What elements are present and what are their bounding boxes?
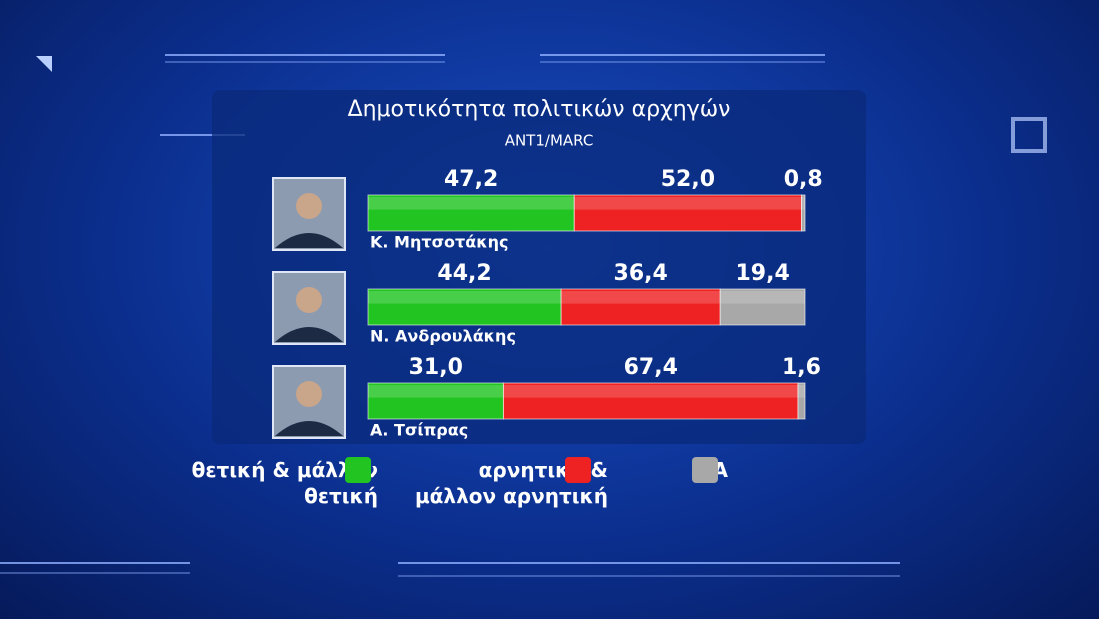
value-label: 19,4 [735,261,789,286]
bar-gloss [798,385,805,398]
portrait-head [296,287,322,313]
panel [212,90,866,444]
bar-segment [367,382,504,420]
bar-gloss [503,385,799,398]
bar-gloss [574,197,802,210]
bar-segment [797,382,806,420]
bar-segment [719,288,806,326]
decoration [0,54,900,577]
legend-swatch [565,457,591,483]
category-label: Α. Τσίπρας [370,421,468,440]
bar-gloss [368,291,562,304]
category-label: Ν. Ανδρουλάκης [370,327,516,346]
value-label: 31,0 [409,355,463,380]
category-label: Κ. Μητσοτάκης [370,233,508,252]
bar-segment [502,382,799,420]
portrait-head [296,381,322,407]
corner-mark [36,56,52,72]
legend-swatch [692,457,718,483]
bar-gloss [561,291,721,304]
value-label: 1,6 [782,355,821,380]
portrait-head [296,193,322,219]
portrait-body [275,233,343,248]
bar-segment [801,194,806,232]
value-label: 36,4 [614,261,668,286]
value-label: 52,0 [661,167,715,192]
bar-gloss [801,197,805,210]
value-label: 67,4 [624,355,678,380]
portrait-body [275,327,343,342]
chart-subtitle: ΑΝΤ1/MARC [505,132,594,150]
bar-gloss [368,385,504,398]
bar-gloss [720,291,805,304]
square-mark [1011,117,1047,153]
value-label: 47,2 [444,167,498,192]
bar-gloss [368,197,575,210]
portrait-body [275,421,343,436]
legend-swatch [345,457,371,483]
value-label: 0,8 [784,167,823,192]
chart-title: Δημοτικότητα πολιτικών αρχηγών [348,97,731,122]
value-label: 44,2 [437,261,491,286]
